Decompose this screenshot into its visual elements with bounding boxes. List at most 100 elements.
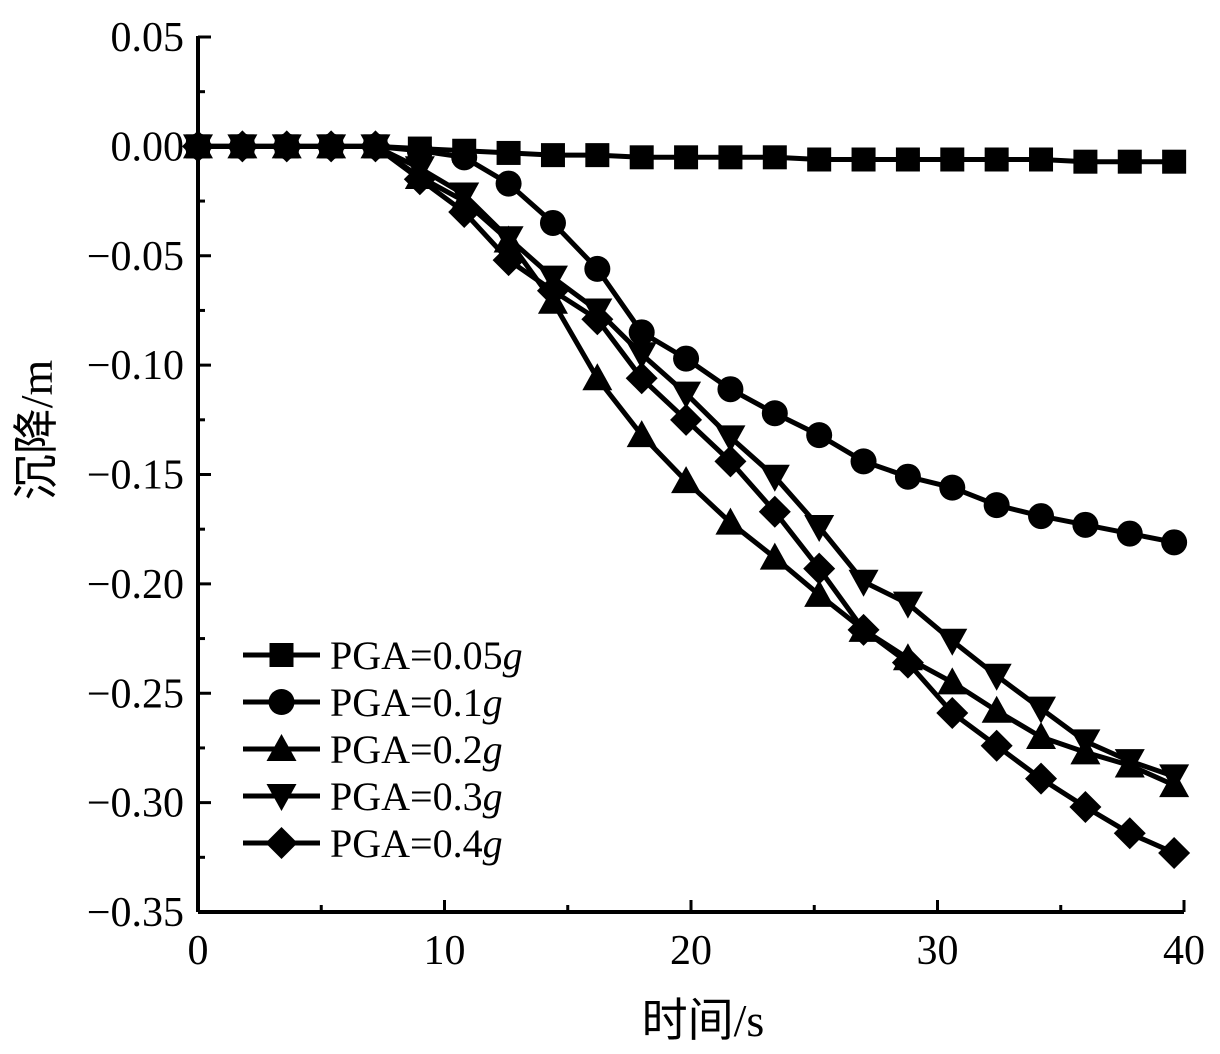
y-tick-label: 0.00 (111, 124, 185, 170)
series-3-point-19 (981, 695, 1012, 723)
series-5-point-10 (581, 303, 614, 336)
y-tick-label: −0.15 (87, 453, 184, 499)
y-tick-label: −0.10 (87, 343, 184, 389)
x-tick-label: 10 (424, 928, 466, 974)
ticks-layer: 0 10 20 30 40 0.05 0.00 −0.05 −0.10 −0.15 −0.20 −0.… (87, 15, 1205, 974)
legend-entry-1: PGA=0.05g (243, 633, 523, 678)
series-2-point-19 (983, 492, 1010, 519)
x-tick-label: 20 (670, 928, 712, 974)
series-5-point-6 (403, 163, 436, 196)
series-1-point-21 (1073, 149, 1098, 174)
series-2-point-18 (939, 474, 966, 501)
series-5-point-4 (315, 130, 348, 163)
series-5-point-21 (1069, 791, 1102, 823)
legend-marker (269, 643, 294, 667)
series-1-point-19 (984, 147, 1009, 172)
legend-marker (268, 689, 295, 715)
series-2-point-22 (1116, 520, 1143, 547)
series-1-point-13 (718, 145, 743, 170)
series-4-point-21 (1070, 729, 1101, 757)
series-5-point-23 (1158, 836, 1191, 869)
series-2-point-9 (539, 209, 566, 236)
legend-entry-5: PGA=0.4g (243, 821, 503, 866)
series-5-point-22 (1113, 817, 1146, 850)
y-tick-label: 0.05 (111, 15, 185, 61)
series-5-point-14 (758, 495, 791, 528)
legend-marker (266, 784, 297, 811)
series-2-point-15 (806, 422, 833, 449)
y-tick-label: −0.25 (87, 671, 184, 717)
y-axis-title: 沉降/m (11, 360, 62, 501)
series-5-point-3 (270, 130, 303, 163)
series-2-point-14 (761, 400, 788, 427)
series-5-point-15 (803, 552, 836, 585)
series-5-point-18 (936, 696, 969, 729)
series-2-point-13 (717, 376, 744, 403)
series-5-point-17 (891, 646, 924, 679)
series-2-point-11 (628, 319, 655, 346)
legend-entry-4: PGA=0.3g (243, 774, 503, 819)
series-5-point-16 (847, 613, 880, 646)
series-4-point-20 (1026, 696, 1057, 724)
x-axis-title: 时间/s (642, 995, 765, 1046)
series-3-point-11 (626, 420, 657, 448)
legend-marker (265, 827, 298, 859)
series-3-point-18 (937, 667, 968, 695)
x-tick-label: 40 (1163, 928, 1205, 974)
series-3-point-14 (759, 542, 790, 570)
series-1-point-22 (1117, 149, 1142, 174)
series-2-point-7 (451, 144, 478, 171)
series-5-point-7 (448, 196, 481, 228)
series-4-point-19 (981, 663, 1012, 691)
series-3-point-15 (804, 579, 835, 607)
x-tick-label: 30 (917, 928, 959, 974)
series-3-point-10 (582, 363, 613, 391)
series-1-point-11 (629, 145, 654, 170)
series-4-point-13 (715, 425, 746, 453)
y-tick-label: −0.05 (87, 234, 184, 280)
series-5-point-2 (226, 130, 259, 163)
series-1-point-9 (540, 143, 565, 168)
legend: PGA=0.05gPGA=0.1gPGA=0.2gPGA=0.3gPGA=0.4… (243, 633, 523, 866)
series-4-point-18 (937, 628, 968, 656)
series-5-point-13 (714, 445, 747, 478)
series-2-point-23 (1161, 529, 1188, 556)
legend-entry-3: PGA=0.2g (243, 727, 503, 772)
legend-label: PGA=0.2g (330, 727, 503, 772)
series-5-point-20 (1025, 762, 1058, 795)
y-tick-label: −0.30 (87, 781, 184, 827)
series-1-point-15 (807, 147, 832, 172)
legend-label: PGA=0.1g (330, 680, 503, 725)
series-4-point-12 (671, 381, 702, 409)
legend-label: PGA=0.3g (330, 774, 503, 819)
series-3-point-13 (715, 507, 746, 535)
series-1-point-23 (1162, 149, 1187, 174)
x-tick-label: 0 (188, 928, 209, 974)
series-5-point-9 (536, 274, 569, 307)
series-5-point-19 (980, 729, 1013, 762)
series-5 (182, 130, 1191, 869)
series-2-point-8 (495, 170, 522, 197)
series-3-point-12 (671, 466, 702, 494)
series-1-point-18 (940, 147, 965, 172)
series-2-point-16 (850, 448, 877, 475)
legend-entry-2: PGA=0.1g (243, 680, 503, 725)
series-2-point-10 (584, 255, 611, 282)
legend-marker (266, 734, 297, 761)
series-2-point-12 (673, 345, 700, 372)
series-4-point-22 (1114, 749, 1145, 777)
series-3-point-20 (1026, 722, 1057, 749)
series-1-point-16 (851, 147, 876, 172)
series-1-point-10 (585, 143, 610, 168)
series-1-point-8 (496, 140, 521, 165)
series-2-point-20 (1028, 503, 1055, 530)
series-5-point-8 (492, 244, 525, 277)
series-1-point-14 (762, 145, 787, 170)
y-tick-label: −0.35 (87, 890, 184, 936)
series-4-point-11 (626, 342, 657, 370)
y-tick-label: −0.20 (87, 562, 184, 608)
legend-label: PGA=0.05g (330, 633, 523, 678)
series-4-point-16 (848, 569, 879, 597)
series-5-point-12 (670, 403, 703, 436)
